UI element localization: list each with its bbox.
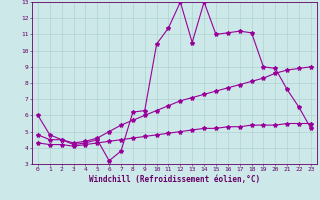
X-axis label: Windchill (Refroidissement éolien,°C): Windchill (Refroidissement éolien,°C) <box>89 175 260 184</box>
